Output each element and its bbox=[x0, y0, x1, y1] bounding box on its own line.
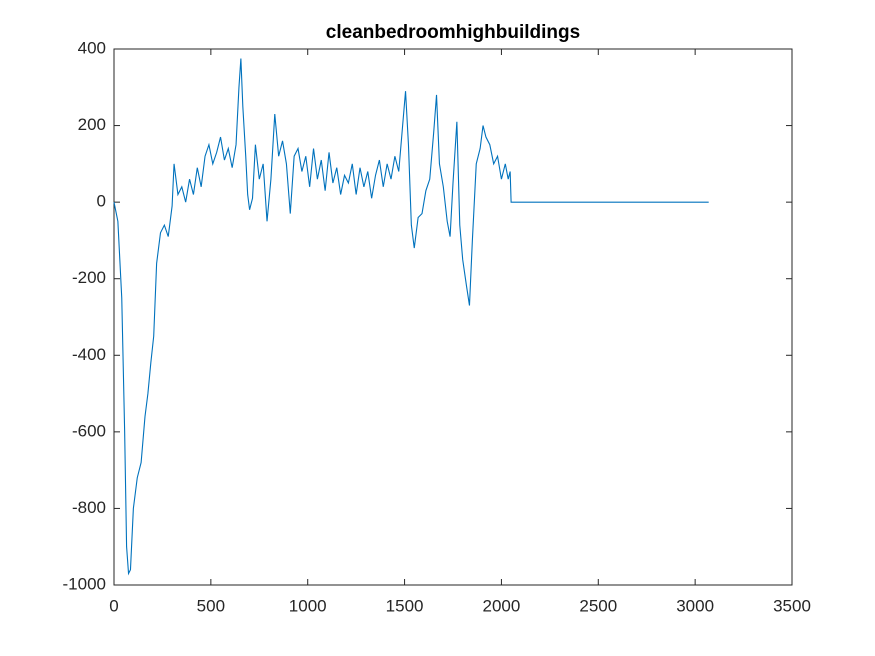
x-tick-label: 1500 bbox=[386, 596, 424, 615]
line-series bbox=[113, 58, 709, 576]
y-tick-label: 400 bbox=[78, 38, 106, 57]
x-tick-label: 3000 bbox=[676, 596, 714, 615]
x-tick-label: 3500 bbox=[773, 596, 811, 615]
y-tick-label: -1000 bbox=[63, 574, 106, 593]
x-tick-label: 2000 bbox=[483, 596, 521, 615]
x-tick-label: 1000 bbox=[289, 596, 327, 615]
axes-box bbox=[113, 48, 793, 586]
x-tick-label: 500 bbox=[197, 596, 225, 615]
chart-title: cleanbedroomhighbuildings bbox=[326, 22, 580, 43]
x-tick-label: 2500 bbox=[579, 596, 617, 615]
y-tick-label: -800 bbox=[72, 498, 106, 517]
y-tick-label: 0 bbox=[97, 192, 106, 211]
y-tick-label: -400 bbox=[72, 345, 106, 364]
y-tick-label: 200 bbox=[78, 115, 106, 134]
y-tick-label: -200 bbox=[72, 268, 106, 287]
x-tick-label: 0 bbox=[109, 596, 118, 615]
y-tick-label: -600 bbox=[72, 421, 106, 440]
